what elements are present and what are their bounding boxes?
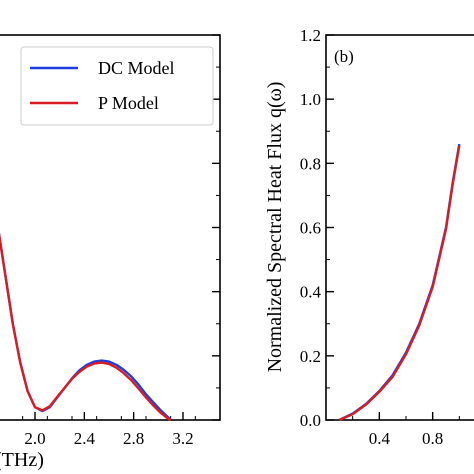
x-tick-label: 2.4 xyxy=(74,429,96,448)
right-panel: 0.4 0.8 0.0 0.2 0.4 0.6 0.8 1.0 1.2 (b) Normali… xyxy=(264,26,474,448)
right-y-axis-label: Normalized Spectral Heat Flux q(ω) xyxy=(264,82,286,373)
series-line-dc-model xyxy=(0,232,172,421)
right-series xyxy=(338,143,461,422)
right-y-tick-labels: 0.0 0.2 0.4 0.6 0.8 1.0 1.2 xyxy=(300,26,322,430)
x-tick-label: 2.0 xyxy=(24,429,45,448)
y-tick-label: 1.2 xyxy=(300,26,321,45)
x-tick-label: 0.4 xyxy=(369,429,391,448)
y-tick-label: 0.8 xyxy=(300,154,321,173)
left-x-tick-labels: 2.0 2.4 2.8 3.2 xyxy=(24,429,193,448)
x-tick-label: 0.8 xyxy=(422,429,443,448)
legend: DC Model P Model xyxy=(20,46,214,126)
series-line-p-model xyxy=(0,232,172,422)
left-y-ticks xyxy=(212,34,220,421)
y-tick-label: 0.6 xyxy=(300,219,321,238)
y-tick-label: 0.0 xyxy=(300,411,321,430)
left-series xyxy=(0,232,172,422)
y-tick-label: 1.0 xyxy=(300,90,321,109)
series-line-dc-model xyxy=(338,143,461,422)
right-x-tick-labels: 0.4 0.8 xyxy=(369,429,444,448)
right-y-ticks xyxy=(326,34,334,421)
series-line-p-model xyxy=(338,145,461,422)
left-x-axis-label: (THz) xyxy=(0,449,44,471)
legend-box xyxy=(20,46,214,126)
panel-label-b: (b) xyxy=(334,47,354,66)
legend-label-dc-model: DC Model xyxy=(98,58,175,78)
right-x-ticks xyxy=(325,412,460,420)
x-tick-label: 2.8 xyxy=(123,429,144,448)
x-tick-label: 3.2 xyxy=(172,429,193,448)
legend-label-p-model: P Model xyxy=(98,93,159,113)
y-tick-label: 0.2 xyxy=(300,347,321,366)
left-panel: 2.0 2.4 2.8 3.2 (THz) DC Model P Model xyxy=(0,34,221,471)
y-tick-label: 0.4 xyxy=(300,283,322,302)
